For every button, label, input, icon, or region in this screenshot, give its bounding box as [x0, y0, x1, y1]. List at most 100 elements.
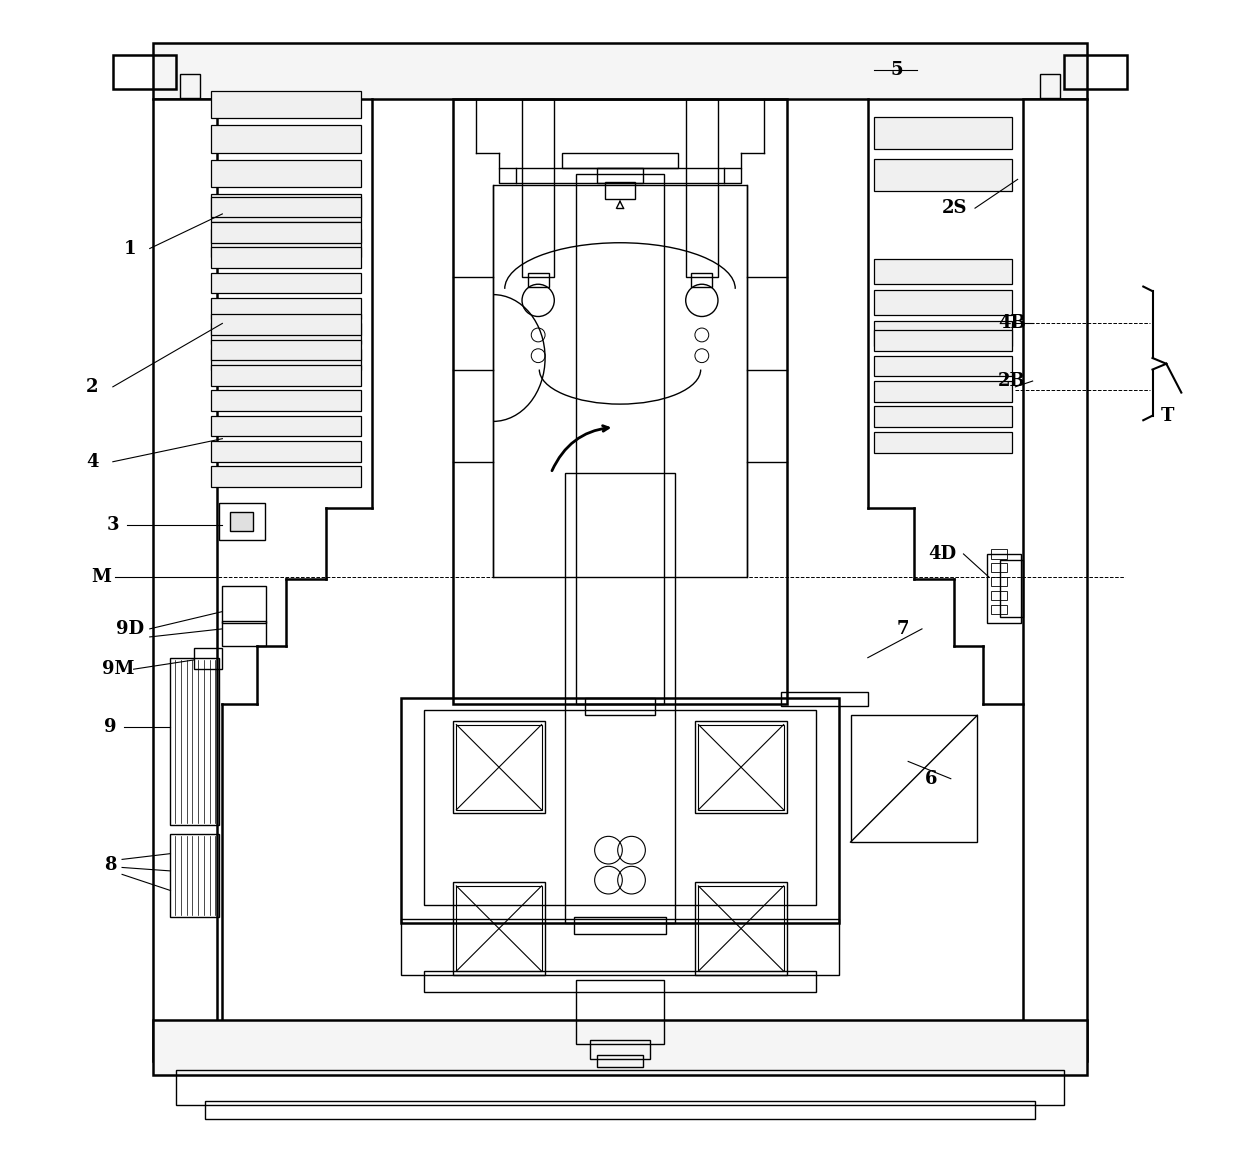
Text: 4B: 4B	[998, 314, 1025, 332]
Bar	[991, 605, 1007, 614]
Bar	[154, 1020, 1086, 1074]
Bar	[596, 1056, 644, 1066]
Bar	[211, 349, 361, 369]
Text: T: T	[1161, 406, 1174, 425]
Bar	[424, 710, 816, 906]
Bar	[991, 577, 1007, 586]
Bar	[211, 228, 361, 256]
Text: 4D: 4D	[929, 545, 957, 563]
Bar	[590, 1041, 650, 1058]
Text: 2: 2	[86, 377, 98, 396]
Bar	[851, 715, 977, 842]
Bar	[596, 167, 644, 182]
Bar	[873, 321, 1012, 346]
Text: M: M	[92, 568, 112, 586]
Bar	[781, 692, 868, 706]
Bar	[170, 658, 219, 825]
Bar	[401, 698, 839, 923]
Text: 2B: 2B	[998, 372, 1025, 390]
Bar	[222, 621, 267, 646]
Bar	[113, 55, 176, 90]
Bar	[987, 554, 1021, 623]
Bar	[873, 355, 1012, 376]
Bar	[453, 98, 787, 704]
Bar	[991, 591, 1007, 600]
Bar	[1001, 560, 1023, 617]
Bar	[686, 98, 718, 277]
Bar	[154, 44, 1086, 98]
Bar	[424, 972, 816, 992]
Bar	[170, 834, 219, 917]
Text: 2S: 2S	[941, 200, 967, 217]
Bar	[219, 503, 265, 540]
Bar	[211, 125, 361, 152]
Bar	[211, 159, 361, 187]
Bar	[564, 473, 676, 923]
Bar	[211, 314, 361, 335]
Bar	[873, 406, 1012, 427]
Bar	[873, 117, 1012, 149]
Bar	[563, 152, 677, 167]
Bar	[180, 75, 201, 98]
Bar	[574, 917, 666, 935]
Bar	[873, 381, 1012, 402]
Bar	[222, 586, 267, 623]
Bar	[211, 247, 361, 268]
Bar	[585, 698, 655, 715]
Bar	[176, 1070, 1064, 1104]
Bar	[522, 98, 554, 277]
Bar	[577, 173, 663, 704]
Bar	[694, 883, 787, 975]
Bar	[231, 512, 253, 531]
Bar	[453, 883, 546, 975]
Bar	[211, 272, 361, 293]
Bar	[211, 194, 361, 222]
Bar	[205, 1101, 1035, 1118]
Bar	[494, 185, 746, 577]
Bar	[401, 920, 839, 975]
Bar	[873, 432, 1012, 452]
Bar	[211, 441, 361, 462]
Bar	[456, 886, 542, 972]
Text: 5: 5	[890, 61, 903, 78]
Bar	[698, 886, 784, 972]
Bar	[453, 721, 546, 814]
Text: 3: 3	[107, 516, 119, 534]
Bar	[698, 725, 784, 810]
Bar	[692, 272, 712, 286]
Text: 9D: 9D	[117, 620, 144, 638]
Bar	[154, 98, 217, 1061]
Bar	[528, 272, 548, 286]
Bar	[211, 415, 361, 436]
Bar	[1039, 75, 1060, 98]
Bar	[456, 725, 542, 810]
Bar	[873, 330, 1012, 351]
Text: 9: 9	[104, 718, 117, 736]
Text: 9M: 9M	[103, 660, 135, 679]
Bar	[991, 549, 1007, 559]
Bar	[873, 158, 1012, 190]
Bar	[577, 981, 663, 1044]
Bar	[873, 258, 1012, 284]
Bar	[991, 563, 1007, 572]
Bar	[193, 649, 222, 669]
Bar	[211, 222, 361, 242]
Bar	[211, 323, 361, 344]
Bar	[605, 181, 635, 198]
Text: 8: 8	[104, 856, 117, 874]
Bar	[211, 298, 361, 319]
Bar	[211, 466, 361, 487]
Text: 1: 1	[124, 240, 136, 257]
Bar	[1064, 55, 1127, 90]
Bar	[211, 390, 361, 411]
Bar	[211, 339, 361, 360]
Text: 7: 7	[897, 620, 909, 638]
Bar	[211, 91, 361, 118]
Bar	[694, 721, 787, 814]
Bar	[1023, 98, 1086, 1061]
Text: 4: 4	[86, 452, 98, 471]
Bar	[498, 167, 742, 182]
Text: 6: 6	[925, 770, 937, 788]
Bar	[873, 290, 1012, 315]
Bar	[211, 196, 361, 217]
